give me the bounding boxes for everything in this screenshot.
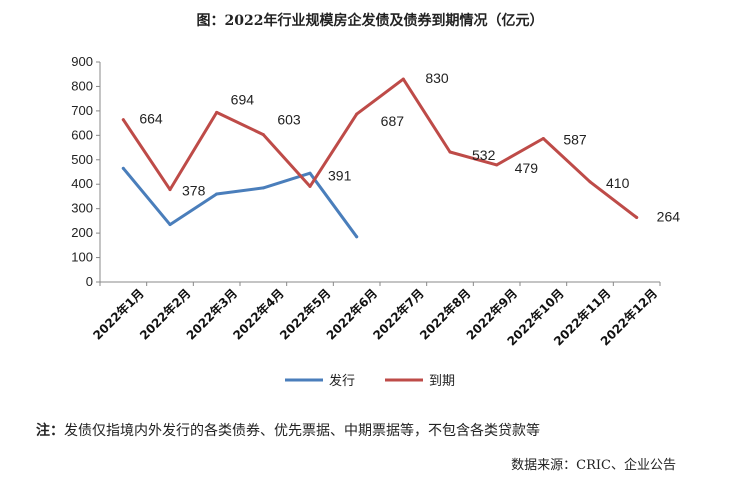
- footnote: 注：发债仅指境内外发行的各类债券、优先票据、中期票据等，不包含各类贷款等: [36, 420, 540, 440]
- data-point: [541, 137, 545, 141]
- legend-label: 到期: [429, 374, 455, 389]
- data-source: 数据来源：CRIC、企业公告: [511, 458, 676, 473]
- data-point: [588, 180, 592, 184]
- data-label: 479: [515, 160, 539, 176]
- data-point: [495, 163, 499, 167]
- data-point: [168, 188, 172, 192]
- data-point: [635, 215, 639, 219]
- y-tick-label: 300: [71, 201, 93, 216]
- data-point: [355, 112, 359, 116]
- data-label: 532: [472, 147, 496, 163]
- y-tick-label: 800: [71, 78, 93, 93]
- y-tick-label: 500: [71, 152, 93, 167]
- y-tick-label: 200: [71, 225, 93, 240]
- series-line-0: [121, 166, 359, 239]
- y-tick-label: 700: [71, 103, 93, 118]
- series-line-1: [121, 77, 639, 219]
- data-point: [215, 110, 219, 114]
- data-label: 830: [425, 70, 449, 86]
- line-chart: 01002003004005006007008009002022年1月2022年…: [71, 54, 681, 389]
- y-tick-label: 900: [71, 54, 93, 69]
- data-point: [168, 223, 172, 227]
- data-label: 410: [606, 175, 630, 191]
- data-point: [121, 166, 125, 170]
- footnote-prefix: 注：: [36, 423, 64, 439]
- data-point: [355, 235, 359, 239]
- y-tick-label: 100: [71, 250, 93, 265]
- data-label: 587: [563, 132, 587, 148]
- data-point: [401, 77, 405, 81]
- data-label: 378: [182, 183, 206, 199]
- data-label: 603: [277, 112, 301, 128]
- data-point: [261, 186, 265, 190]
- data-label: 264: [657, 208, 681, 224]
- chart-title: 图：2022年行业规模房企发债及债券到期情况（亿元）: [196, 13, 544, 29]
- data-point: [121, 118, 125, 122]
- footnote-text: 发债仅指境内外发行的各类债券、优先票据、中期票据等，不包含各类贷款等: [64, 423, 540, 439]
- y-tick-label: 0: [86, 274, 93, 289]
- y-tick-label: 600: [71, 127, 93, 142]
- data-point: [308, 184, 312, 188]
- data-label: 391: [328, 167, 352, 183]
- data-point: [448, 150, 452, 154]
- data-label: 664: [139, 111, 163, 127]
- data-label: 694: [231, 91, 255, 107]
- data-point: [215, 192, 219, 196]
- legend-label: 发行: [329, 373, 355, 389]
- y-tick-label: 400: [71, 176, 93, 191]
- data-point: [261, 133, 265, 137]
- data-label: 687: [381, 113, 405, 129]
- data-point: [308, 171, 312, 175]
